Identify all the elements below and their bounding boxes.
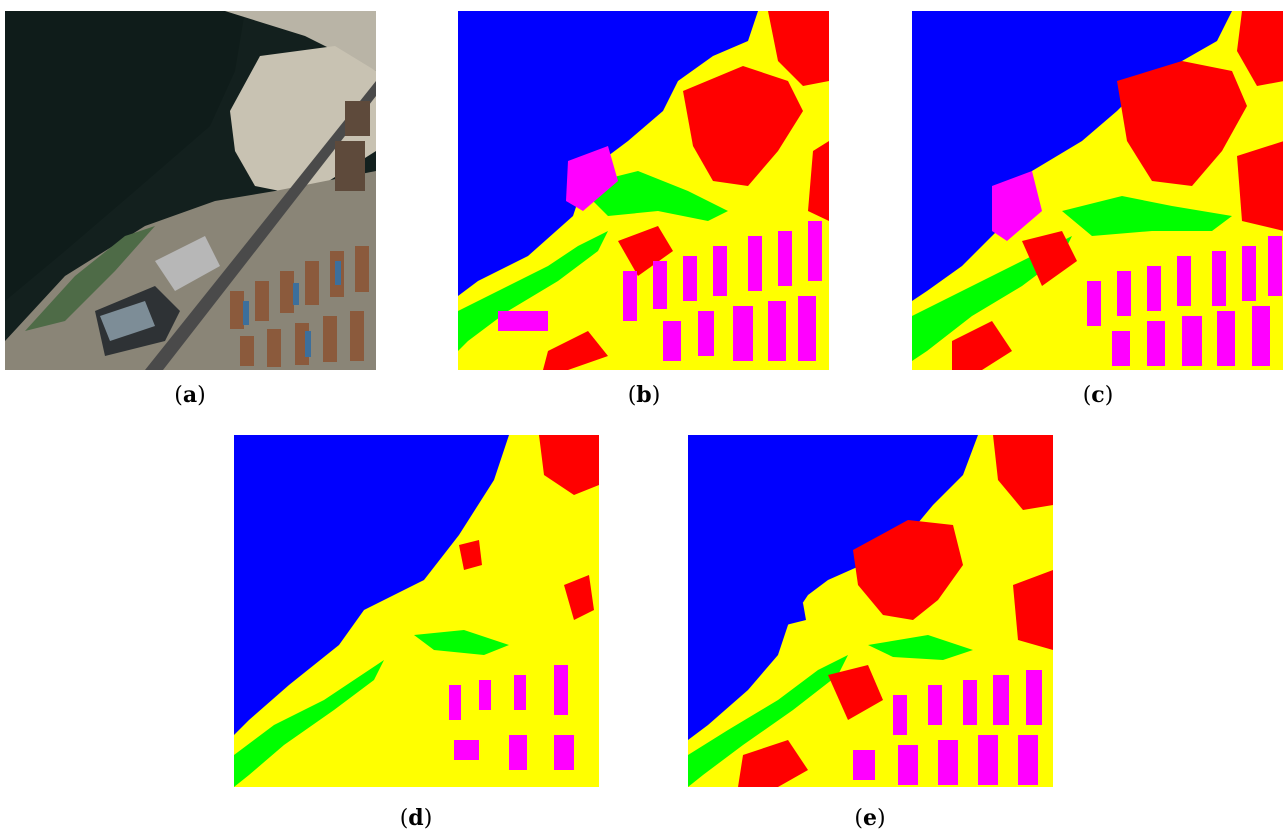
caption-a: (a) — [174, 382, 206, 408]
caption-d: (d) — [399, 805, 433, 831]
classification-map-b — [458, 11, 829, 370]
satellite-image — [5, 11, 376, 370]
classification-map-c — [912, 11, 1283, 370]
classification-map-e — [688, 435, 1053, 787]
caption-e: (e) — [854, 805, 886, 831]
caption-b: (b) — [627, 382, 661, 408]
caption-c: (c) — [1082, 382, 1114, 408]
classification-map-d — [234, 435, 599, 787]
